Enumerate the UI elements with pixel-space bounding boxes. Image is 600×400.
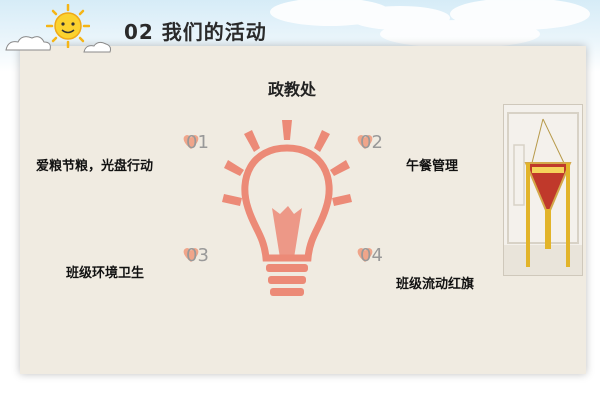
item-number-02: 02: [357, 132, 383, 153]
slide-panel: [20, 46, 586, 374]
cloud-decoration: [270, 0, 590, 48]
pennant-photo: [503, 104, 583, 276]
activity-label-01: 爱粮节粮，光盘行动: [36, 159, 154, 174]
activity-label-03: 班级环境卫生: [66, 266, 145, 281]
item-number-text: 04: [360, 245, 383, 266]
heart-icon: [357, 135, 373, 149]
heart-icon: [183, 135, 199, 149]
lightbulb-icon: [222, 120, 352, 296]
item-number-text: 01: [186, 132, 209, 153]
item-number-01: 01: [183, 132, 209, 153]
heart-icon: [357, 248, 373, 262]
activity-label-02: 午餐管理: [406, 159, 459, 174]
item-number-04: 04: [357, 245, 383, 266]
heart-icon: [183, 248, 199, 262]
activity-label-04: 班级流动红旗: [396, 277, 475, 292]
page-title: 02 我们的活动: [124, 20, 267, 44]
item-number-text: 02: [360, 132, 383, 153]
sun-icon: [46, 4, 90, 48]
department-label: 政教处: [267, 80, 316, 99]
item-number-03: 03: [183, 245, 209, 266]
item-number-text: 03: [186, 245, 209, 266]
cloud-icon: [5, 36, 111, 53]
